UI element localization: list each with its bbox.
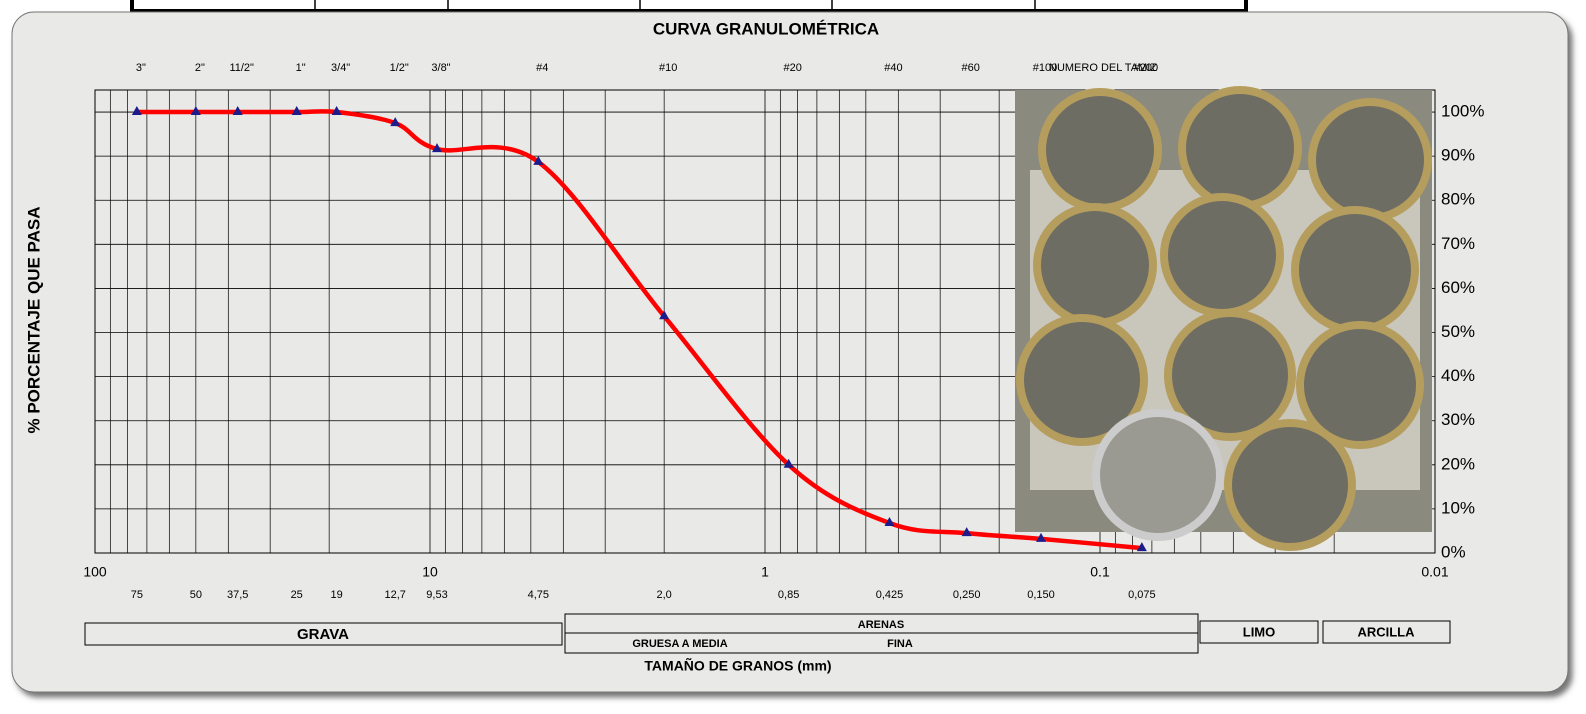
sand-label: ARENAS xyxy=(858,619,904,631)
sieve-label: #100 xyxy=(1033,62,1057,74)
size-label: 75 xyxy=(131,589,143,601)
size-label: 0,425 xyxy=(876,589,904,601)
size-label: 0,250 xyxy=(953,589,981,601)
size-label: 12,7 xyxy=(385,589,406,601)
x-tick-label: 0.01 xyxy=(1421,564,1448,580)
y-tick-label: 10% xyxy=(1441,498,1475,517)
sieve-label: #200 xyxy=(1134,62,1158,74)
size-label: 4,75 xyxy=(528,589,549,601)
x-tick-label: 10 xyxy=(422,564,438,580)
x-tick-label: 100 xyxy=(83,564,107,580)
sieve-label: #40 xyxy=(884,62,902,74)
y-tick-label: 90% xyxy=(1441,146,1475,165)
y-tick-label: 20% xyxy=(1441,454,1475,473)
silt-label: LIMO xyxy=(1243,624,1276,639)
size-label: 19 xyxy=(330,589,342,601)
y-axis-title: % PORCENTAJE QUE PASA xyxy=(24,206,43,433)
size-label: 0,075 xyxy=(1128,589,1156,601)
y-tick-label: 80% xyxy=(1441,190,1475,209)
y-tick-label: 60% xyxy=(1441,278,1475,297)
x-tick-label: 1 xyxy=(761,564,769,580)
size-label: 0,85 xyxy=(778,589,799,601)
clay-label: ARCILLA xyxy=(1357,624,1415,639)
x-tick-label: 0.1 xyxy=(1090,564,1110,580)
sieve-label: 2" xyxy=(195,62,205,74)
y-tick-label: 70% xyxy=(1441,234,1475,253)
chart-title: CURVA GRANULOMÉTRICA xyxy=(653,19,879,38)
sieve-label: #60 xyxy=(962,62,980,74)
sieve-label: 3/8" xyxy=(431,62,450,74)
sieve-label: 1" xyxy=(296,62,306,74)
gravel-label: GRAVA xyxy=(297,626,349,643)
page: CURVA GRANULOMÉTRICA % PORCENTAJE QUE PA… xyxy=(0,0,1586,709)
y-tick-label: 30% xyxy=(1441,410,1475,429)
y-tick-label: 0% xyxy=(1441,542,1466,561)
chart: CURVA GRANULOMÉTRICA % PORCENTAJE QUE PA… xyxy=(0,0,1586,709)
sieve-label: 11/2" xyxy=(229,62,254,74)
top-table-cell xyxy=(134,0,1244,9)
size-label: 37,5 xyxy=(227,589,248,601)
sand-fine-label: FINA xyxy=(887,638,913,650)
y-tick-label: 40% xyxy=(1441,366,1475,385)
sieve-label: #20 xyxy=(783,62,801,74)
y-tick-label: 100% xyxy=(1441,102,1484,121)
size-label: 9,53 xyxy=(426,589,447,601)
sieve-label: 3" xyxy=(136,62,146,74)
sieve-label: 3/4" xyxy=(331,62,350,74)
size-label: 2,0 xyxy=(657,589,672,601)
sand-coarse-label: GRUESA A MEDIA xyxy=(632,638,727,650)
x-axis-title: TAMAÑO DE GRANOS (mm) xyxy=(644,657,831,674)
sieve-photo xyxy=(1015,90,1432,547)
sieve-label: #4 xyxy=(536,62,548,74)
size-label: 0,150 xyxy=(1027,589,1055,601)
sieve-label: #10 xyxy=(659,62,677,74)
sieve-label: 1/2" xyxy=(390,62,409,74)
y-tick-label: 50% xyxy=(1441,322,1475,341)
size-label: 25 xyxy=(291,589,303,601)
size-label: 50 xyxy=(190,589,202,601)
